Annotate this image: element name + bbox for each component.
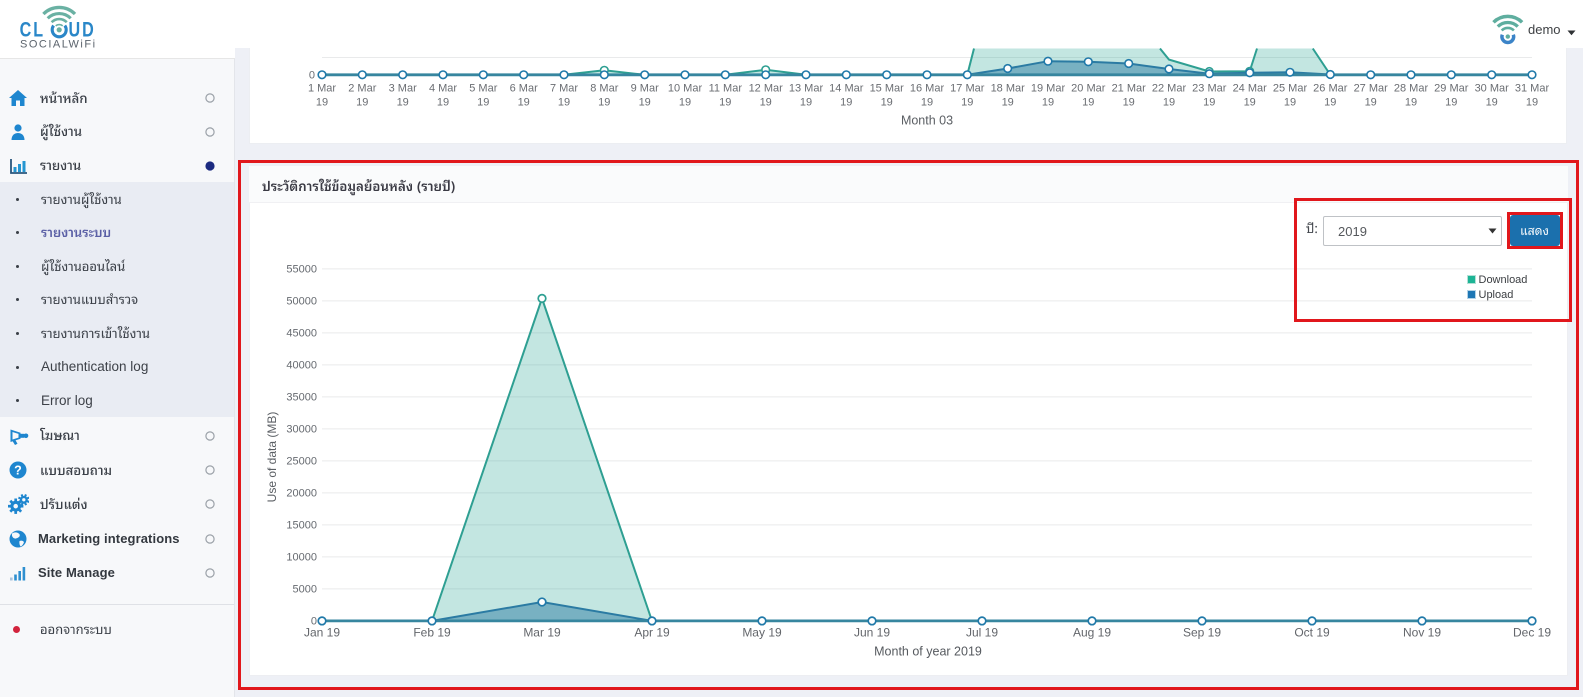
svg-text:25 Mar: 25 Mar <box>1273 83 1308 95</box>
svg-text:19: 19 <box>1526 97 1538 109</box>
svg-text:19: 19 <box>356 97 368 109</box>
svg-text:10 Mar: 10 Mar <box>668 83 703 95</box>
svg-text:18 Mar: 18 Mar <box>991 83 1026 95</box>
svg-text:19: 19 <box>921 97 933 109</box>
svg-text:19: 19 <box>1203 97 1215 109</box>
svg-text:19 Mar: 19 Mar <box>1031 83 1066 95</box>
svg-text:Jul 19: Jul 19 <box>966 625 998 639</box>
svg-text:Jun 19: Jun 19 <box>854 625 890 639</box>
svg-text:19: 19 <box>679 97 691 109</box>
svg-text:Dec 19: Dec 19 <box>1513 625 1551 639</box>
svg-text:UD: UD <box>69 18 96 42</box>
svg-text:19: 19 <box>639 97 651 109</box>
svg-text:20000: 20000 <box>286 488 317 500</box>
svg-text:24 Mar: 24 Mar <box>1233 83 1268 95</box>
svg-text:23 Mar: 23 Mar <box>1192 83 1227 95</box>
svg-text:19: 19 <box>881 97 893 109</box>
svg-text:Nov 19: Nov 19 <box>1403 625 1441 639</box>
svg-text:55000: 55000 <box>286 264 317 276</box>
svg-text:Month of year 2019: Month of year 2019 <box>874 645 982 659</box>
svg-text:15 Mar: 15 Mar <box>870 83 905 95</box>
svg-text:31 Mar: 31 Mar <box>1515 83 1550 95</box>
svg-text:40000: 40000 <box>286 360 317 372</box>
svg-text:0: 0 <box>309 70 315 82</box>
svg-text:15000: 15000 <box>286 520 317 532</box>
svg-text:19: 19 <box>961 97 973 109</box>
svg-text:Mar 19: Mar 19 <box>523 625 561 639</box>
svg-text:13 Mar: 13 Mar <box>789 83 824 95</box>
svg-text:May 19: May 19 <box>742 625 782 639</box>
svg-text:Jan 19: Jan 19 <box>304 625 340 639</box>
svg-text:35000: 35000 <box>286 392 317 404</box>
svg-text:1 Mar: 1 Mar <box>308 83 336 95</box>
svg-text:21 Mar: 21 Mar <box>1112 83 1147 95</box>
svg-text:3 Mar: 3 Mar <box>389 83 417 95</box>
svg-text:19: 19 <box>1284 97 1296 109</box>
svg-text:16 Mar: 16 Mar <box>910 83 945 95</box>
svg-text:5000: 5000 <box>293 584 317 596</box>
svg-text:19: 19 <box>1163 97 1175 109</box>
svg-text:SOCIALWiFi: SOCIALWiFi <box>20 38 97 50</box>
svg-text:19: 19 <box>1082 97 1094 109</box>
svg-text:?: ? <box>14 463 22 477</box>
svg-text:19: 19 <box>719 97 731 109</box>
svg-text:27 Mar: 27 Mar <box>1354 83 1389 95</box>
svg-text:6 Mar: 6 Mar <box>510 83 538 95</box>
svg-text:19: 19 <box>397 97 409 109</box>
svg-text:30 Mar: 30 Mar <box>1475 83 1510 95</box>
svg-text:29 Mar: 29 Mar <box>1434 83 1469 95</box>
svg-text:45000: 45000 <box>286 328 317 340</box>
svg-text:Oct 19: Oct 19 <box>1294 625 1330 639</box>
svg-text:19: 19 <box>800 97 812 109</box>
svg-text:19: 19 <box>598 97 610 109</box>
svg-text:7 Mar: 7 Mar <box>550 83 578 95</box>
svg-text:26 Mar: 26 Mar <box>1313 83 1348 95</box>
svg-text:19: 19 <box>1445 97 1457 109</box>
svg-text:30000: 30000 <box>286 424 317 436</box>
svg-text:19: 19 <box>1405 97 1417 109</box>
svg-text:19: 19 <box>1042 97 1054 109</box>
svg-text:19: 19 <box>1123 97 1135 109</box>
svg-text:19: 19 <box>316 97 328 109</box>
svg-text:25000: 25000 <box>286 456 317 468</box>
svg-text:28 Mar: 28 Mar <box>1394 83 1429 95</box>
svg-text:14 Mar: 14 Mar <box>829 83 864 95</box>
svg-text:Sep 19: Sep 19 <box>1183 625 1221 639</box>
svg-text:19: 19 <box>1365 97 1377 109</box>
svg-text:4 Mar: 4 Mar <box>429 83 457 95</box>
svg-text:17 Mar: 17 Mar <box>950 83 985 95</box>
svg-text:0: 0 <box>311 616 317 628</box>
svg-text:10000: 10000 <box>286 552 317 564</box>
svg-text:20 Mar: 20 Mar <box>1071 83 1106 95</box>
svg-text:Month 03: Month 03 <box>901 114 953 128</box>
svg-text:19: 19 <box>1002 97 1014 109</box>
svg-text:CL: CL <box>20 18 46 42</box>
svg-text:19: 19 <box>1244 97 1256 109</box>
svg-text:19: 19 <box>518 97 530 109</box>
svg-text:9 Mar: 9 Mar <box>631 83 659 95</box>
svg-text:19: 19 <box>1324 97 1336 109</box>
svg-text:11 Mar: 11 Mar <box>709 83 743 95</box>
svg-text:2 Mar: 2 Mar <box>348 83 376 95</box>
svg-text:19: 19 <box>437 97 449 109</box>
svg-text:12 Mar: 12 Mar <box>749 83 784 95</box>
svg-text:Use of data (MB): Use of data (MB) <box>265 412 279 503</box>
svg-text:19: 19 <box>477 97 489 109</box>
svg-text:Aug 19: Aug 19 <box>1073 625 1111 639</box>
svg-text:50000: 50000 <box>286 296 317 308</box>
svg-text:19: 19 <box>1486 97 1498 109</box>
svg-text:Feb 19: Feb 19 <box>413 625 451 639</box>
svg-text:22 Mar: 22 Mar <box>1152 83 1187 95</box>
svg-text:Apr 19: Apr 19 <box>634 625 670 639</box>
svg-text:8 Mar: 8 Mar <box>590 83 618 95</box>
svg-text:19: 19 <box>558 97 570 109</box>
svg-text:19: 19 <box>840 97 852 109</box>
svg-text:5 Mar: 5 Mar <box>469 83 497 95</box>
svg-text:19: 19 <box>760 97 772 109</box>
